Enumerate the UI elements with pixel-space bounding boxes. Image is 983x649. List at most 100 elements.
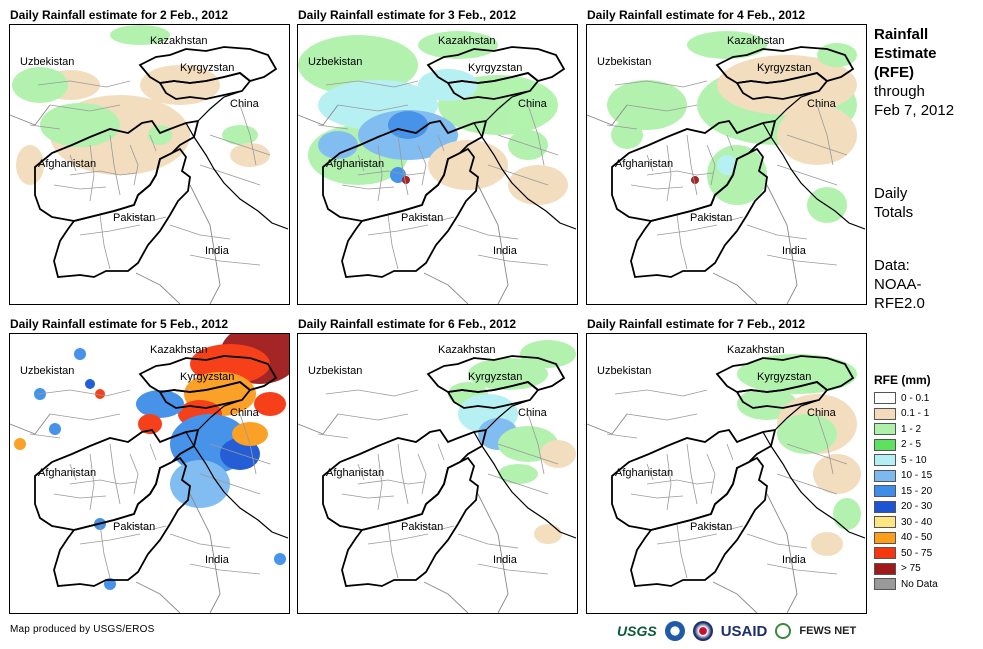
province-boundary xyxy=(646,479,714,485)
province-boundary xyxy=(816,104,834,166)
province-boundary xyxy=(377,453,383,511)
map-panel: Kazakhstan Uzbekistan Kyrgyzstan China Afgha… xyxy=(586,333,867,614)
province-boundary xyxy=(239,104,257,166)
panel-title-4: Daily Rainfall estimate for 5 Feb., 2012 xyxy=(10,317,229,331)
legend-swatch xyxy=(874,469,896,482)
country-outline xyxy=(611,428,777,531)
country-label-india: India xyxy=(205,554,230,566)
panel-title-6: Daily Rainfall estimate for 7 Feb., 2012 xyxy=(587,317,806,331)
rainfall-area xyxy=(520,340,576,368)
legend-label: 1 - 2 xyxy=(901,423,922,435)
legend-swatch xyxy=(874,407,896,420)
province-boundary xyxy=(626,413,698,421)
country-label-kazakhstan: Kazakhstan xyxy=(727,344,784,356)
country-border xyxy=(587,104,798,304)
province-boundary xyxy=(676,523,688,579)
legend-label: 0 - 0.1 xyxy=(901,392,930,404)
legend-item: > 75 xyxy=(874,562,921,575)
province-boundary xyxy=(37,389,131,397)
map-panel: Kazakhstan Uzbekistan Kyrgyzstan China Afgha… xyxy=(297,333,578,614)
legend-label: > 75 xyxy=(901,563,921,574)
province-boundary xyxy=(646,154,654,172)
province-boundary xyxy=(99,523,111,579)
country-border xyxy=(473,68,577,230)
province-boundary xyxy=(49,413,121,421)
legend-item: 1 - 2 xyxy=(874,423,921,435)
country-border xyxy=(473,377,577,539)
legend-swatch xyxy=(874,562,896,575)
legend-label: No Data xyxy=(901,578,938,590)
province-boundary xyxy=(437,443,445,461)
legend-label: 10 - 15 xyxy=(901,470,933,481)
legend-label: 20 - 30 xyxy=(901,501,933,512)
country-border xyxy=(762,377,866,539)
province-boundary xyxy=(189,563,261,575)
rainfall-area xyxy=(611,121,643,149)
rainfall-area xyxy=(222,125,258,145)
province-boundary xyxy=(457,224,519,240)
legend-title: RFE (mm) xyxy=(874,373,931,387)
rainfall-area xyxy=(777,414,837,454)
province-boundary xyxy=(169,224,231,240)
country-label-pakistan: Pakistan xyxy=(690,521,732,533)
legend-item: 40 - 50 xyxy=(874,531,932,544)
rainfall-map: Kazakhstan Uzbekistan Kyrgyzstan China Afgha… xyxy=(298,340,577,613)
rainfall-area xyxy=(737,354,857,394)
province-boundary xyxy=(99,214,111,270)
rainfall-map: Kazakhstan Uzbekistan Kyrgyzstan China Afgha… xyxy=(10,334,289,613)
legend-label: 50 - 75 xyxy=(901,547,933,559)
province-boundary xyxy=(129,144,139,186)
country-border xyxy=(10,413,221,613)
province-boundary xyxy=(706,214,744,222)
rainfall-area xyxy=(254,392,286,416)
province-boundary xyxy=(199,164,261,186)
province-boundary xyxy=(209,443,271,465)
province-boundary xyxy=(726,443,734,461)
rainfall-area xyxy=(136,390,184,418)
province-boundary xyxy=(686,134,698,196)
province-boundary xyxy=(437,134,445,152)
rainfall-area xyxy=(817,43,857,67)
province-boundary xyxy=(37,80,131,88)
country-label-afghanistan: Afghanistan xyxy=(326,158,384,170)
map-panel: Kazakhstan Uzbekistan Kyrgyzstan China Afgha… xyxy=(297,24,578,305)
province-boundary xyxy=(746,224,808,240)
country-label-kyrgyzstan: Kyrgyzstan xyxy=(468,371,522,383)
province-boundary xyxy=(457,533,519,549)
province-boundary xyxy=(189,254,261,266)
rainfall-area xyxy=(687,31,767,59)
legend-swatch xyxy=(874,485,896,497)
province-boundary xyxy=(69,154,77,172)
legend-item: No Data xyxy=(874,578,938,590)
province-boundary xyxy=(487,473,549,495)
rainfall-area xyxy=(833,498,861,530)
rainfall-area xyxy=(813,454,861,494)
rainfall-area xyxy=(717,55,857,115)
country-label-china: China xyxy=(230,98,260,110)
fews-net-logo: FEWS NET xyxy=(799,625,857,637)
legend-item: 2 - 5 xyxy=(874,438,922,451)
side-data-source: Data: NOAA- RFE2.0 xyxy=(874,257,925,312)
country-outline xyxy=(341,147,479,278)
rainfall-area xyxy=(418,31,498,59)
province-boundary xyxy=(766,254,838,266)
province-boundary xyxy=(497,443,559,465)
rainfall-area xyxy=(691,176,699,184)
province-boundary xyxy=(776,164,838,186)
legend-label: 2 - 5 xyxy=(901,439,922,450)
rainfall-area xyxy=(811,532,843,556)
seal-logo xyxy=(692,621,713,641)
rainfall-map: Kazakhstan Uzbekistan Kyrgyzstan China Afgha… xyxy=(10,25,289,304)
legend-item: 15 - 20 xyxy=(874,485,932,497)
legend-item: 10 - 15 xyxy=(874,469,933,482)
country-label-kazakhstan: Kazakhstan xyxy=(150,35,207,47)
country-label-afghanistan: Afghanistan xyxy=(38,467,96,479)
province-boundary xyxy=(477,563,549,575)
country-outline xyxy=(341,456,479,587)
country-label-india: India xyxy=(782,245,807,257)
province-boundary xyxy=(816,413,834,475)
rainfall-area xyxy=(508,165,568,205)
usgs-logo: USGS xyxy=(617,623,657,639)
province-boundary xyxy=(79,533,141,545)
province-boundary xyxy=(367,533,429,545)
